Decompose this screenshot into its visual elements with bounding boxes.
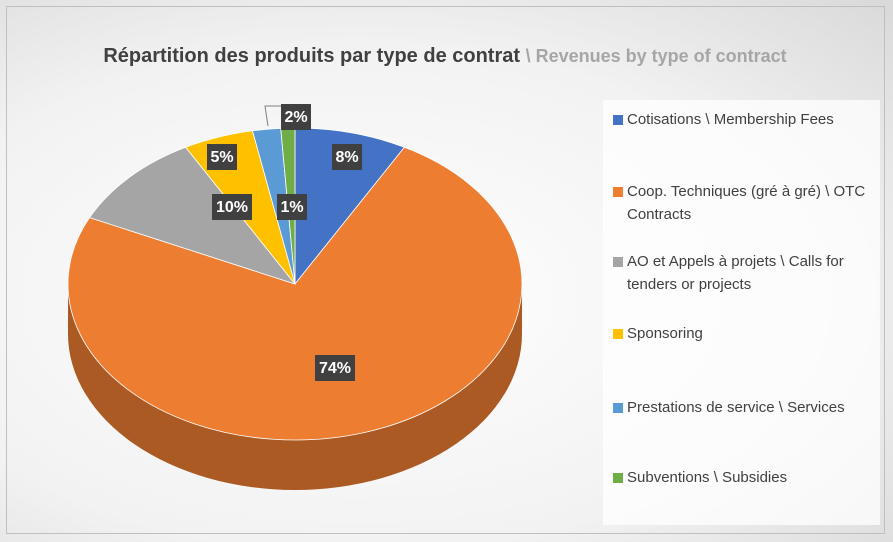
legend-item: Subventions \ Subsidies bbox=[613, 466, 889, 489]
legend-swatch bbox=[613, 257, 623, 267]
data-label: 5% bbox=[210, 149, 233, 166]
chart-title: Répartition des produits par type de con… bbox=[103, 45, 521, 67]
legend-label: AO et Appels à projets \ Calls for tende… bbox=[627, 253, 844, 293]
data-label: 74% bbox=[319, 360, 351, 377]
pie-slice bbox=[88, 146, 297, 285]
data-label-box bbox=[315, 355, 355, 381]
legend-swatch bbox=[613, 403, 623, 413]
legend-label: Cotisations \ Membership Fees bbox=[627, 111, 834, 128]
legend-swatch bbox=[613, 187, 623, 197]
data-label: 10% bbox=[216, 199, 248, 216]
leader-line bbox=[264, 105, 282, 127]
data-label-box bbox=[212, 194, 252, 220]
legend-item: Prestations de service \ Services bbox=[613, 396, 889, 419]
legend-item: AO et Appels à projets \ Calls for tende… bbox=[613, 250, 889, 296]
data-label: 8% bbox=[335, 149, 358, 166]
data-label: 2% bbox=[284, 109, 307, 126]
legend-item: Coop. Techniques (gré à gré) \ OTC Contr… bbox=[613, 180, 889, 226]
legend-label: Sponsoring bbox=[627, 325, 703, 342]
chart-frame bbox=[6, 6, 885, 534]
legend-swatch bbox=[613, 329, 623, 339]
legend-item: Sponsoring bbox=[613, 322, 889, 345]
chart-subtitle: \ Revenues by type of contract bbox=[525, 46, 787, 66]
legend-label: Prestations de service \ Services bbox=[627, 399, 845, 416]
data-label-box bbox=[281, 104, 311, 130]
pie-side bbox=[68, 284, 522, 490]
data-label-box bbox=[207, 144, 237, 170]
legend-label: Subventions \ Subsidies bbox=[627, 469, 788, 486]
legend-label: Coop. Techniques (gré à gré) \ OTC Contr… bbox=[627, 183, 866, 223]
data-label: 1% bbox=[280, 199, 303, 216]
data-label-box bbox=[332, 144, 362, 170]
legend-swatch bbox=[613, 115, 623, 125]
legend-item: Cotisations \ Membership Fees bbox=[613, 108, 889, 131]
pie-slice bbox=[67, 146, 523, 441]
title-block: Répartition des produits par type de con… bbox=[100, 36, 790, 76]
data-label-box bbox=[277, 194, 307, 220]
legend: Cotisations \ Membership Fees Coop. Techn… bbox=[603, 100, 880, 525]
legend-swatch bbox=[613, 473, 623, 483]
